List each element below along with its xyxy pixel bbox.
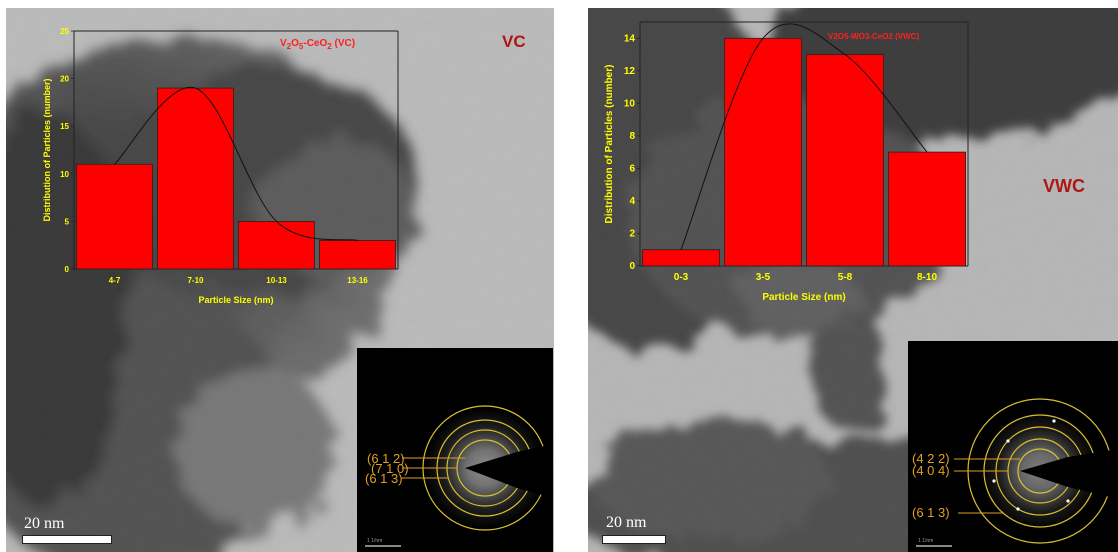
bar-4-7 <box>76 163 153 270</box>
saed-label: (7 1 0) <box>371 461 409 476</box>
y-tick-label: 0 <box>629 261 635 272</box>
bar-5-8 <box>806 54 884 267</box>
y-tick-label: 4 <box>629 196 635 207</box>
x-tick-label: 0-3 <box>674 272 689 283</box>
x-tick-label: 4-7 <box>109 276 121 285</box>
gaussian-fit-curve <box>114 86 358 241</box>
x-tick-label: 5-8 <box>838 272 853 283</box>
chart-title: V2O5-WO3-CeO2 (VWC) <box>828 32 919 41</box>
beam-stop <box>465 444 553 498</box>
x-tick-label: 7-10 <box>187 276 204 285</box>
y-axis-title: Distribution of Particles (number) <box>604 65 615 224</box>
y-tick-label: 2 <box>629 229 635 240</box>
scale-bar-label: 20 nm <box>606 514 647 531</box>
x-tick-label: 3-5 <box>756 272 771 283</box>
y-axis-title: Distribution of Particles (number) <box>42 78 52 221</box>
x-tick-label: 10-13 <box>266 276 287 285</box>
diffraction-spot <box>992 479 996 483</box>
bar-7-10 <box>156 87 234 270</box>
scale-bar <box>22 535 112 544</box>
y-tick-label: 12 <box>624 66 636 77</box>
x-axis-title: Particle Size (nm) <box>198 295 273 305</box>
y-tick-label: 8 <box>629 131 635 142</box>
saed-label: (4 0 4) <box>912 463 950 478</box>
diffraction-spot <box>1052 419 1056 423</box>
x-tick-label: 8-10 <box>917 272 937 283</box>
saed-label: (6 1 3) <box>912 505 950 520</box>
bar-13-16 <box>318 239 396 270</box>
diffraction-spot <box>1016 507 1020 511</box>
particle-size-chart-vwc: 0 2 4 6 8 10 12 14 0-3 3-5 5-8 8-10 V2O5-WO3-CeO2 … <box>604 21 969 303</box>
x-axis-title: Particle Size (nm) <box>762 292 845 303</box>
tem-panel-vc: 0 5 10 15 20 25 4-7 7-10 10-13 13-16 V2O5-CeO2 (… <box>6 8 554 552</box>
saed-pattern-inset-vwc: (4 2 2) (4 0 4) (6 1 3) 1 1/nm <box>908 341 1118 552</box>
bar-8-10 <box>888 151 966 267</box>
beam-stop <box>1020 449 1118 499</box>
y-tick-label: 15 <box>60 122 69 131</box>
diffraction-spot <box>1006 439 1010 443</box>
bar-3-5 <box>724 37 802 267</box>
y-tick-label: 6 <box>629 163 635 174</box>
saed-pattern-inset-vc: (6 1 2) (7 1 0) (6 1 3) 1 1/nm <box>357 348 553 552</box>
diffraction-spot <box>1066 499 1070 503</box>
saed-label: (4 2 2) <box>912 451 950 466</box>
gaussian-fit-curve <box>680 23 928 250</box>
particle-size-chart-vc: 0 5 10 15 20 25 4-7 7-10 10-13 13-16 V2O5-CeO2 (… <box>42 27 399 305</box>
saed-label: (6 1 2) <box>367 451 405 466</box>
y-tick-label: 10 <box>624 98 636 109</box>
y-tick-label: 25 <box>60 27 69 36</box>
saed-scale-text: 1 1/nm <box>367 538 383 544</box>
bar-0-3 <box>642 249 720 267</box>
saed-scale-text: 1 1/nm <box>918 538 934 544</box>
x-tick-label: 13-16 <box>347 276 368 285</box>
y-tick-label: 0 <box>65 265 70 274</box>
scale-bar <box>602 535 666 544</box>
scale-bar-label: 20 nm <box>24 515 65 532</box>
y-tick-label: 20 <box>60 75 69 84</box>
saed-label: (6 1 3) <box>365 471 403 486</box>
y-tick-label: 14 <box>624 33 636 44</box>
sample-label-vwc: VWC <box>1043 176 1085 196</box>
y-tick-label: 5 <box>65 217 70 226</box>
y-tick-label: 10 <box>60 170 69 179</box>
tem-panel-vwc: 0 2 4 6 8 10 12 14 0-3 3-5 5-8 8-10 V2O5-WO3-CeO2 … <box>588 8 1118 552</box>
saed-scale-bar <box>916 545 952 547</box>
chart-title: V2O5-CeO2 (VC) <box>280 38 355 51</box>
bar-10-13 <box>237 220 315 270</box>
sample-label-vc: VC <box>502 32 526 51</box>
saed-scale-bar <box>365 545 401 547</box>
